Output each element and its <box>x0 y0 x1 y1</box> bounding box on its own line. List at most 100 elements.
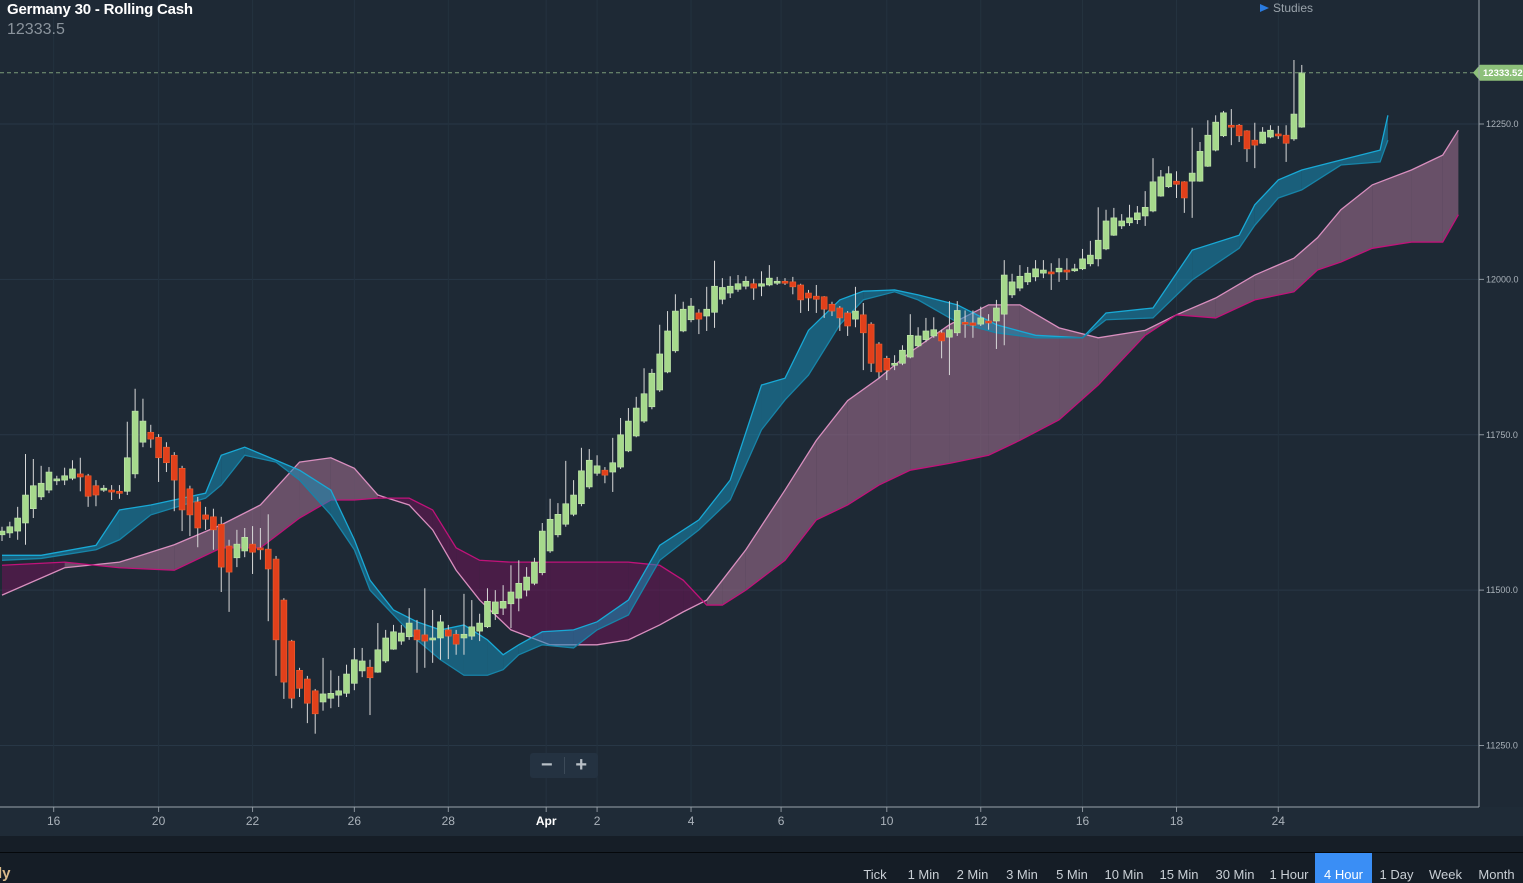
candle <box>922 317 930 343</box>
cyan-band-fill <box>1340 150 1381 166</box>
ichimoku-cloud-line-a <box>1 129 1459 646</box>
x-tick-label: 16 <box>47 814 61 828</box>
candle <box>726 276 734 299</box>
candle-body-up <box>546 518 554 552</box>
cyan-band-fill <box>221 447 245 486</box>
candle <box>1204 120 1212 167</box>
candle-body-up <box>930 329 938 337</box>
candle-body-up <box>617 434 624 468</box>
candle <box>742 276 750 290</box>
candle-body-down <box>859 314 867 334</box>
cyan-band-fill <box>542 629 574 648</box>
candle-body-up <box>139 420 147 443</box>
candle-body-up <box>6 526 14 534</box>
timeframe-1-min[interactable]: 1 Min <box>907 867 940 882</box>
candle-body-up <box>632 407 640 437</box>
x-tick-label: 10 <box>880 814 894 828</box>
candle <box>92 480 100 507</box>
ichimoku-cloud-fill <box>847 378 879 505</box>
candle <box>554 503 562 538</box>
candle <box>977 306 985 326</box>
candle-body-up <box>30 485 37 510</box>
candle-body-up <box>664 330 671 373</box>
candle-body-up <box>758 283 765 287</box>
candle-body-down <box>452 633 460 645</box>
timeframe-1-hour[interactable]: 1 Hour <box>1269 867 1309 882</box>
candle <box>523 567 530 597</box>
timeframe-bar: ly Tick 1 Min 2 Min 3 Min 5 Min 10 Min 15 Min 3… <box>0 852 1523 883</box>
candle-body-up <box>1102 220 1110 250</box>
candle-body-up <box>1094 239 1102 260</box>
candle <box>789 276 797 295</box>
cyan-band-fill <box>808 299 840 376</box>
timeframe-1-day[interactable]: 1 Day <box>1379 867 1414 882</box>
candle <box>311 688 319 734</box>
candle-body-up <box>711 285 718 313</box>
timeframe-3-min[interactable]: 3 Min <box>1006 867 1038 882</box>
cyan-band-line-b <box>1 139 1389 676</box>
candle-body-down <box>883 358 891 371</box>
candle <box>296 667 303 698</box>
candle-body-down <box>828 303 836 312</box>
candle <box>429 610 436 663</box>
candle-body-down <box>813 295 820 300</box>
ichimoku-cloud-fill <box>432 509 457 571</box>
candle <box>1055 258 1063 282</box>
candle <box>484 588 491 629</box>
candle-body-up <box>515 582 523 599</box>
zoom-out-button[interactable]: − <box>540 754 553 776</box>
candle <box>570 480 577 517</box>
candle <box>225 539 233 612</box>
studies-button[interactable]: Studies <box>1260 1 1313 15</box>
candle-body-up <box>374 649 382 673</box>
cyan-band-fill <box>503 644 519 670</box>
candle <box>170 452 178 512</box>
candle <box>30 458 37 519</box>
candle-body-up <box>1149 181 1157 212</box>
candle <box>891 355 898 371</box>
candle <box>585 449 593 489</box>
candle-body-up <box>993 307 1000 322</box>
candle <box>476 613 483 642</box>
price-chart[interactable]: 12250.0 12000.0 11750.0 11500.0 11250.0 16 20 2… <box>0 0 1523 836</box>
candle-body-up <box>773 280 781 284</box>
timeframe-month[interactable]: Month <box>1478 867 1515 882</box>
cyan-band-fill <box>41 545 96 559</box>
timeframe-10-min[interactable]: 10 Min <box>1104 867 1144 882</box>
timeframe-week[interactable]: Week <box>1429 867 1462 882</box>
candle <box>1173 171 1180 198</box>
candle <box>515 560 523 612</box>
candle <box>335 675 342 707</box>
candle <box>852 286 859 328</box>
timeframe-4-hour[interactable]: 4 Hour <box>1315 853 1372 883</box>
timeframe-30-min[interactable]: 30 Min <box>1215 867 1255 882</box>
candle <box>1188 127 1196 218</box>
candle-body-down <box>445 629 452 637</box>
candle-body-down <box>272 558 280 641</box>
timeframe-15-min[interactable]: 15 Min <box>1159 867 1199 882</box>
candle <box>217 516 225 592</box>
candle-body-up <box>437 621 444 639</box>
candle-body-up <box>679 308 687 332</box>
candle-body-down <box>296 669 303 689</box>
candle-body-up <box>687 305 695 321</box>
candle <box>53 475 61 486</box>
timeframe-tick[interactable]: Tick <box>863 867 887 882</box>
candle-body-down <box>421 634 429 642</box>
candle <box>108 485 115 501</box>
candle-body-down <box>257 547 264 551</box>
timeframe-5-min[interactable]: 5 Min <box>1056 867 1088 882</box>
candle <box>1063 258 1071 280</box>
candle <box>405 608 413 640</box>
candle-body-up <box>578 470 585 505</box>
candle <box>194 496 202 548</box>
cyan-band-fill <box>761 378 785 430</box>
timeframe-2-min[interactable]: 2 Min <box>956 867 989 882</box>
last-price-tag <box>1473 64 1523 81</box>
ichimoku-cloud-fill <box>1176 298 1216 318</box>
candle-body-down <box>1243 130 1251 150</box>
candle <box>531 557 538 586</box>
zoom-in-button[interactable]: + <box>575 754 588 776</box>
candle <box>507 565 515 629</box>
candle <box>1079 248 1086 271</box>
